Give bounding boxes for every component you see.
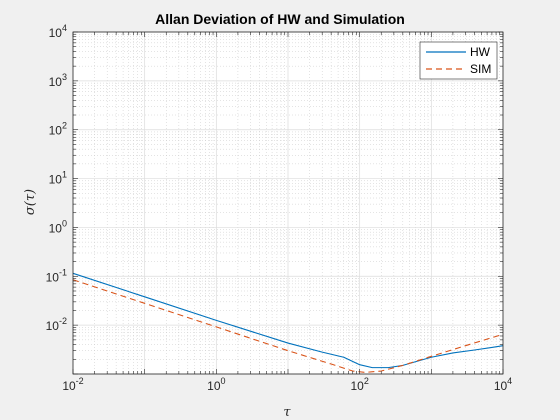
y-axis-label: σ(τ): [23, 189, 38, 215]
x-tick-label: 102: [350, 376, 368, 393]
series-line-hw: [72, 272, 504, 369]
tick-marks: [72, 31, 504, 375]
x-tick-label: 10-2: [62, 376, 83, 393]
legend-label-hw: HW: [470, 45, 491, 59]
y-tick-label: 101: [49, 170, 67, 187]
x-axis-label: τ: [283, 405, 291, 420]
legend: HW SIM: [419, 41, 498, 80]
tick-labels: 10-2 100 102 104 10-2 10-1 100 101 102 103 104: [46, 23, 513, 393]
y-tick-label: 100: [49, 218, 67, 235]
chart-title: Allan Deviation of HW and Simulation: [155, 11, 405, 27]
y-tick-label: 103: [49, 72, 67, 89]
series-line-sim: [72, 279, 504, 373]
legend-label-sim: SIM: [470, 62, 491, 76]
minor-grid: [73, 32, 503, 374]
y-tick-label: 102: [49, 121, 67, 138]
series-layer: [72, 272, 504, 373]
y-tick-label: 10-2: [46, 316, 67, 333]
legend-box: [419, 41, 498, 80]
y-tick-label: 104: [49, 23, 67, 40]
y-tick-label: 10-1: [46, 267, 67, 284]
x-tick-label: 100: [207, 376, 225, 393]
x-tick-label: 104: [494, 376, 512, 393]
